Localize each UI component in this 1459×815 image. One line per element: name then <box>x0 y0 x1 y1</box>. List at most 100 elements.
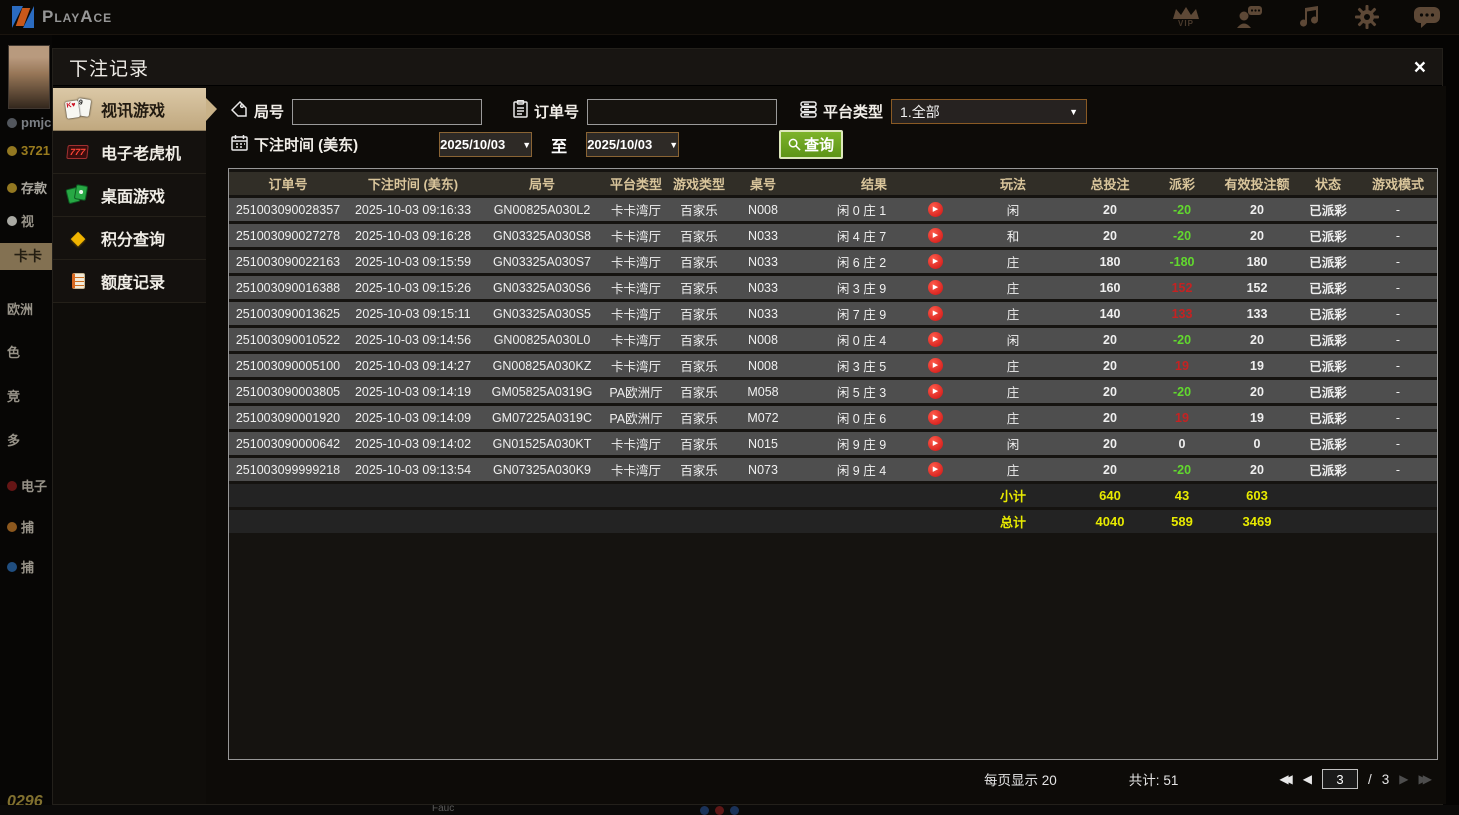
cell-result: 闲 3 庄 9 ▶ <box>795 276 953 299</box>
cell-valid-bet: 20 <box>1217 198 1297 221</box>
result-text: 闲 3 庄 5 <box>836 360 887 374</box>
tab-quota-records[interactable]: 额度记录 <box>53 260 206 303</box>
cell-table-no: N015 <box>731 432 795 455</box>
cell-table-no: N008 <box>731 354 795 377</box>
cell-total-bet: 140 <box>1073 302 1147 325</box>
platform-type-label: 平台类型 <box>823 104 884 121</box>
table-row: 251003090001920 2025-10-03 09:14:09 GM07… <box>229 406 1437 429</box>
tab-points-query[interactable]: ◆ 积分查询 <box>53 217 206 260</box>
cell-order-id: 251003090003805 <box>229 380 347 403</box>
cell-play-type: 庄 <box>953 458 1073 481</box>
cell-game-type: 百家乐 <box>667 276 731 299</box>
cell-result: 闲 0 庄 4 ▶ <box>795 328 953 351</box>
cell-play-type: 庄 <box>953 250 1073 273</box>
order-label: 订单号 <box>534 104 580 121</box>
slot-777-icon: 777 <box>63 145 93 159</box>
table-row: 251003090000642 2025-10-03 09:14:02 GN01… <box>229 432 1437 455</box>
last-page-icon[interactable]: ▶▶ <box>1418 772 1433 786</box>
replay-icon[interactable]: ▶ <box>928 410 943 425</box>
platform-list-icon <box>800 100 817 123</box>
vip-icon[interactable]: VIP <box>1171 6 1201 28</box>
replay-icon[interactable]: ▶ <box>928 384 943 399</box>
search-button[interactable]: 查询 <box>779 130 844 159</box>
cell-total-bet: 20 <box>1073 406 1147 429</box>
replay-icon[interactable]: ▶ <box>928 202 943 217</box>
cell-result: 闲 9 庄 4 ▶ <box>795 458 953 481</box>
page-number-input[interactable] <box>1322 769 1359 789</box>
replay-icon[interactable]: ▶ <box>928 228 943 243</box>
result-text: 闲 7 庄 9 <box>836 308 887 322</box>
customer-service-icon[interactable] <box>1235 5 1263 29</box>
cell-play-type: 闲 <box>953 432 1073 455</box>
platform-type-select[interactable]: 1.全部 ▼ <box>891 99 1088 124</box>
cell-payout: -20 <box>1147 224 1217 247</box>
replay-icon[interactable]: ▶ <box>928 306 943 321</box>
dialog-title: 下注记录 <box>69 58 150 80</box>
replay-icon[interactable]: ▶ <box>928 254 943 269</box>
first-page-icon[interactable]: ◀◀ <box>1279 772 1293 786</box>
cell-order-id: 251003090001920 <box>229 406 347 429</box>
chat-icon[interactable] <box>1413 5 1441 29</box>
round-input[interactable] <box>292 98 483 125</box>
background-lobby-strip: pmjc 3721 存款 视 卡卡 欧洲 色 竞 多 电子 捕 捕 0296 <box>0 35 52 815</box>
table-header-row: 订单号 下注时间 (美东) 局号 平台类型 游戏类型 桌号 结果 玩法 总投注 派彩 有效投注额 状态… <box>229 172 1437 195</box>
cell-total-bet: 20 <box>1073 354 1147 377</box>
cell-status: 已派彩 <box>1297 198 1359 221</box>
date-from-select[interactable]: 2025/10/03 ▼ <box>439 132 533 157</box>
cell-table-no: N008 <box>731 328 795 351</box>
topbar: PlayAce VIP <box>0 0 1459 35</box>
result-text: 闲 5 庄 3 <box>836 386 887 400</box>
cell-platform: PA欧洲厅 <box>605 406 667 429</box>
tab-video-games[interactable]: 9 K♥ 视讯游戏 <box>53 88 217 131</box>
document-icon <box>63 273 93 289</box>
total-label: 总计 <box>953 510 1073 533</box>
music-icon[interactable] <box>1297 5 1321 29</box>
gem-icon: ◆ <box>70 227 86 249</box>
column-header: 玩法 <box>953 172 1073 195</box>
cell-platform: 卡卡湾厅 <box>605 198 667 221</box>
cell-game-mode: - <box>1359 276 1437 299</box>
table-body: 251003090028357 2025-10-03 09:16:33 GN00… <box>229 198 1437 481</box>
cell-order-id: 251003090022163 <box>229 250 347 273</box>
tab-table-games[interactable]: 桌面游戏 <box>53 174 206 217</box>
total-payout: 589 <box>1147 510 1217 533</box>
table-row: 251003090016388 2025-10-03 09:15:26 GN03… <box>229 276 1437 299</box>
cell-play-type: 庄 <box>953 276 1073 299</box>
cell-order-id: 251003090005100 <box>229 354 347 377</box>
settings-icon[interactable] <box>1355 5 1379 29</box>
avatar <box>8 45 50 109</box>
cell-platform: 卡卡湾厅 <box>605 458 667 481</box>
cell-game-type: 百家乐 <box>667 432 731 455</box>
replay-icon[interactable]: ▶ <box>928 358 943 373</box>
cell-game-mode: - <box>1359 380 1437 403</box>
replay-icon[interactable]: ▶ <box>928 332 943 347</box>
table-row: 251003090010522 2025-10-03 09:14:56 GN00… <box>229 328 1437 351</box>
table-row: 251003090028357 2025-10-03 09:16:33 GN00… <box>229 198 1437 221</box>
cell-platform: 卡卡湾厅 <box>605 302 667 325</box>
close-icon[interactable]: × <box>1413 55 1426 79</box>
cell-status: 已派彩 <box>1297 224 1359 247</box>
tab-label: 桌面游戏 <box>101 189 166 206</box>
cell-order-id: 251003090013625 <box>229 302 347 325</box>
cell-table-no: N033 <box>731 224 795 247</box>
cell-total-bet: 20 <box>1073 432 1147 455</box>
cell-order-id: 251003090016388 <box>229 276 347 299</box>
tab-slots[interactable]: 777 电子老虎机 <box>53 131 206 174</box>
cell-bet-time: 2025-10-03 09:14:09 <box>347 406 479 429</box>
background-menu-fish2: 捕 <box>7 557 34 576</box>
order-input[interactable] <box>587 98 778 125</box>
cell-table-no: N033 <box>731 276 795 299</box>
chevron-down-icon: ▼ <box>1069 106 1079 117</box>
table-row: 251003090005100 2025-10-03 09:14:27 GN00… <box>229 354 1437 377</box>
next-page-icon[interactable]: ▶ <box>1399 772 1409 786</box>
replay-icon[interactable]: ▶ <box>928 280 943 295</box>
replay-icon[interactable]: ▶ <box>928 436 943 451</box>
cell-play-type: 闲 <box>953 198 1073 221</box>
replay-icon[interactable]: ▶ <box>928 462 943 477</box>
cell-payout: -20 <box>1147 198 1217 221</box>
cell-round-id: GN00825A030L0 <box>479 328 605 351</box>
prev-page-icon[interactable]: ◀ <box>1302 772 1313 786</box>
cell-round-id: GN03325A030S7 <box>479 250 605 273</box>
date-to-select[interactable]: 2025/10/03 ▼ <box>586 132 680 157</box>
records-table-container: 订单号 下注时间 (美东) 局号 平台类型 游戏类型 桌号 结果 玩法 总投注 派彩 有效投注额 状态… <box>228 168 1438 760</box>
